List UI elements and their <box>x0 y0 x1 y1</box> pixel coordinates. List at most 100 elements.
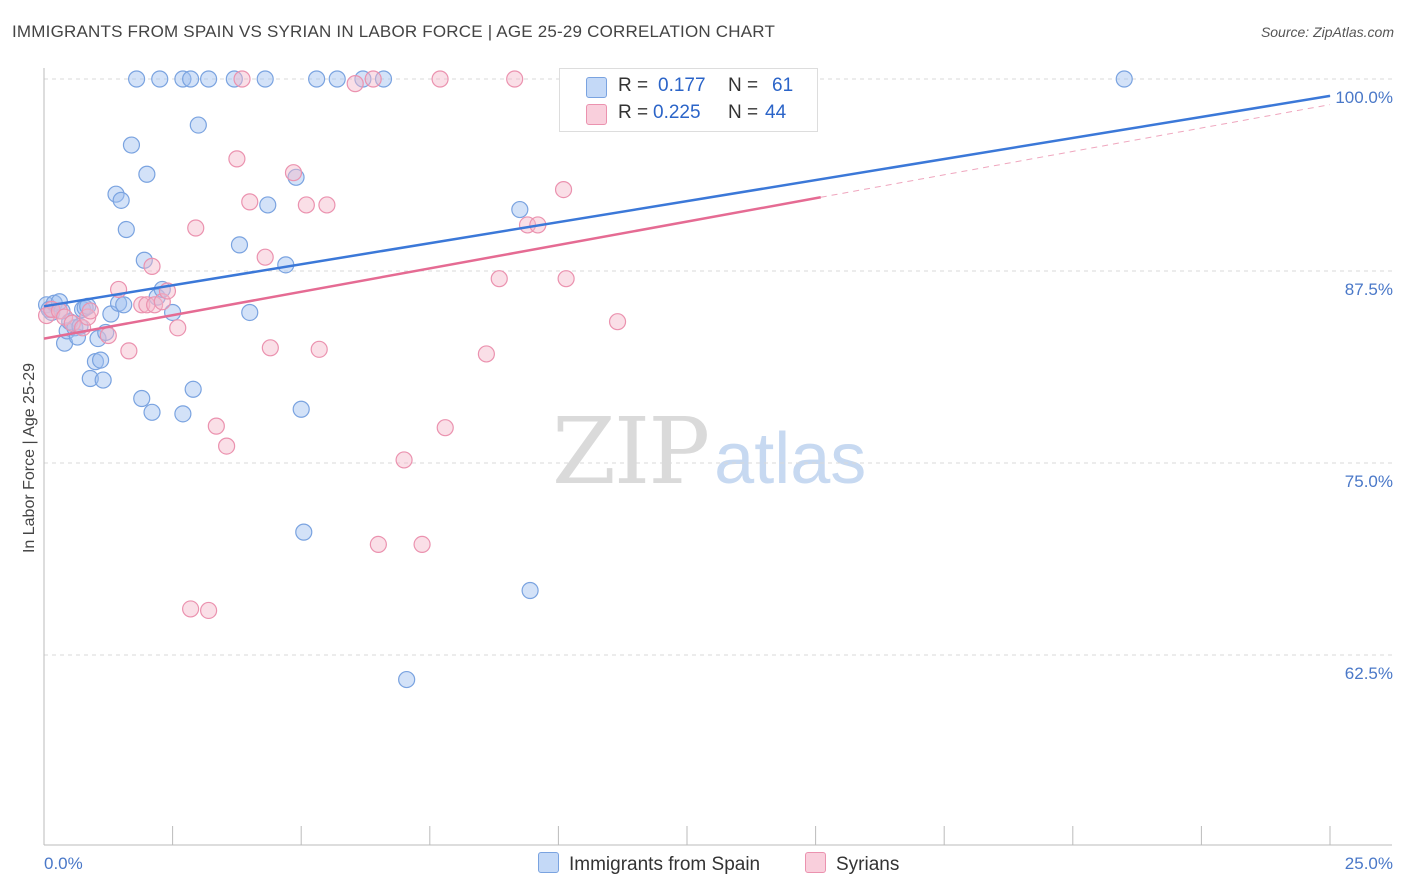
data-point-spain <box>112 191 130 209</box>
data-point-syrians <box>200 601 218 620</box>
data-point-spain <box>81 369 99 388</box>
data-point-spain <box>91 351 110 369</box>
data-point-spain <box>398 670 416 689</box>
data-point-spain <box>94 371 112 389</box>
y-tick-label: 75.0% <box>1345 472 1393 491</box>
data-point-spain <box>174 405 192 423</box>
data-point-syrians <box>261 339 279 357</box>
data-point-spain <box>138 165 156 183</box>
data-point-syrians <box>233 70 251 88</box>
data-point-spain <box>1115 70 1133 88</box>
trend-line-syrians <box>43 196 821 340</box>
data-point-syrians <box>297 196 315 214</box>
data-point-syrians <box>310 340 328 358</box>
data-point-syrians <box>364 70 382 88</box>
bottom-legend-syrians[interactable]: Syrians <box>805 852 899 876</box>
data-point-spain <box>115 296 133 314</box>
legend-row-syrians: R = 0.225 N = 44 <box>560 102 817 128</box>
data-point-syrians <box>346 75 364 93</box>
data-point-spain <box>292 400 310 418</box>
data-point-spain <box>328 70 346 88</box>
y-axis-title: In Labor Force | Age 25-29 <box>21 363 38 553</box>
legend-r-label: R = <box>618 75 649 96</box>
legend-row-spain: R = 0.177 N = 61 <box>560 75 817 101</box>
data-point-syrians <box>241 193 259 211</box>
data-point-spain <box>151 70 169 88</box>
chart-title: IMMIGRANTS FROM SPAIN VS SYRIAN IN LABOR… <box>12 22 776 41</box>
legend-n-value: 61 <box>772 75 794 96</box>
data-point-syrians <box>608 313 627 331</box>
legend-r-label: R = <box>618 102 649 123</box>
y-tick-label: 100.0% <box>1335 88 1393 107</box>
data-point-syrians <box>554 180 573 199</box>
data-point-spain <box>117 220 135 239</box>
legend-n-value: 44 <box>765 102 787 123</box>
data-point-spain <box>127 70 146 88</box>
data-point-spain <box>259 196 277 214</box>
data-point-syrians <box>395 451 413 469</box>
legend-n-label: N = <box>728 75 759 96</box>
data-point-syrians <box>228 150 246 168</box>
x-tick-label: 0.0% <box>44 854 83 873</box>
data-point-syrians <box>187 219 205 237</box>
data-point-syrians <box>143 257 161 275</box>
data-point-spain <box>256 70 274 88</box>
legend-r-value: 0.177 <box>658 75 706 96</box>
data-point-spain <box>133 389 151 408</box>
legend-swatch-blue <box>538 852 559 873</box>
watermark-zip: ZIP <box>552 398 710 505</box>
legend-n-label: N = <box>728 102 759 123</box>
data-point-spain <box>511 200 529 219</box>
data-point-syrians <box>218 437 236 455</box>
data-point-syrians <box>490 270 508 288</box>
data-point-syrians <box>557 270 575 288</box>
legend-r-value: 0.225 <box>653 102 701 123</box>
legend-label-spain: Immigrants from Spain <box>569 854 761 875</box>
data-point-spain <box>308 70 326 88</box>
correlation-legend: R = 0.177 N = 61 R = 0.225 N = 44 <box>559 68 818 132</box>
data-point-syrians <box>207 417 225 435</box>
data-point-syrians <box>506 70 524 88</box>
source-credit: Source: ZipAtlas.com <box>1260 24 1394 40</box>
data-point-syrians <box>182 600 200 618</box>
y-tick-label: 62.5% <box>1345 664 1393 683</box>
data-point-spain <box>287 168 305 186</box>
data-point-syrians <box>81 302 99 320</box>
data-point-syrians <box>120 342 138 360</box>
data-point-syrians <box>284 164 303 182</box>
legend-swatch-blue <box>586 77 607 98</box>
x-tick-label: 25.0% <box>1345 854 1393 873</box>
data-point-spain <box>241 303 259 322</box>
data-point-syrians <box>99 326 117 345</box>
watermark-atlas: atlas <box>714 419 867 499</box>
watermark: ZIPatlas <box>552 398 866 505</box>
data-point-syrians <box>477 345 495 363</box>
data-point-syrians <box>133 296 151 314</box>
data-point-spain <box>230 236 249 254</box>
data-point-syrians <box>318 196 336 214</box>
legend-label-syrians: Syrians <box>836 854 900 875</box>
data-point-spain <box>143 403 161 421</box>
data-point-syrians <box>63 314 81 332</box>
trend-line-spain <box>43 94 1331 308</box>
data-point-syrians <box>369 535 387 554</box>
data-point-spain <box>295 523 313 541</box>
data-point-spain <box>184 380 202 398</box>
data-point-syrians <box>169 319 187 337</box>
data-point-syrians <box>153 293 171 311</box>
data-point-syrians <box>413 535 431 554</box>
trend-line-dashed-syrians <box>820 104 1331 198</box>
data-point-spain <box>521 581 539 600</box>
data-point-spain <box>122 136 141 154</box>
data-point-spain <box>182 70 200 88</box>
data-point-spain <box>200 70 218 88</box>
legend-swatch-pink <box>586 104 607 125</box>
data-point-syrians <box>436 419 454 437</box>
y-tick-label: 87.5% <box>1345 280 1393 299</box>
bottom-legend-spain[interactable]: Immigrants from Spain <box>538 852 760 876</box>
legend-swatch-pink <box>805 852 826 873</box>
data-point-spain <box>189 116 207 134</box>
data-point-syrians <box>431 70 449 88</box>
data-point-syrians <box>256 248 274 266</box>
